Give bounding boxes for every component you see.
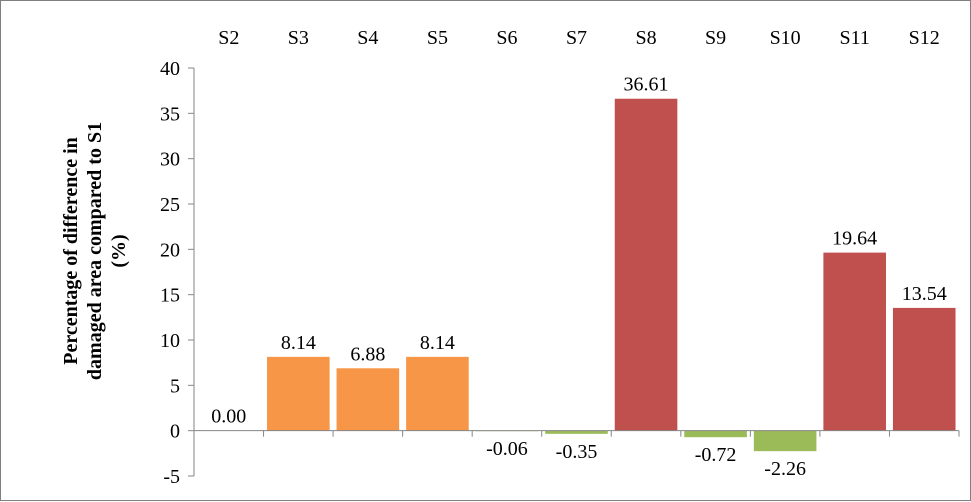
category-label: S6 xyxy=(496,27,517,49)
data-label: -0.72 xyxy=(695,444,737,466)
bar xyxy=(753,430,817,452)
category-label: S2 xyxy=(218,27,239,49)
data-label: -0.35 xyxy=(556,441,598,463)
y-tick-label: 40 xyxy=(160,58,180,80)
data-label: -0.06 xyxy=(486,438,528,460)
bar xyxy=(614,98,678,431)
category-label: S8 xyxy=(635,27,656,49)
category-label: S12 xyxy=(909,27,940,49)
y-tick-label: -5 xyxy=(163,466,180,488)
data-label: -2.26 xyxy=(764,458,806,480)
y-tick-label: 5 xyxy=(170,375,180,397)
y-axis-label: Percentage of difference in damaged area… xyxy=(60,122,130,380)
category-label: S9 xyxy=(705,27,726,49)
y-tick-label: 20 xyxy=(160,239,180,261)
bar xyxy=(545,430,608,434)
y-tick-label: 10 xyxy=(160,330,180,352)
y-axis-label-line-2: damaged area compared to S1 xyxy=(84,122,106,380)
category-label: S4 xyxy=(357,27,378,49)
bar xyxy=(892,307,956,431)
data-label: 19.64 xyxy=(832,228,877,250)
bar xyxy=(336,368,400,431)
x-axis xyxy=(193,430,960,437)
y-tick-label: 25 xyxy=(160,194,180,216)
y-axis-label-line-3: (%) xyxy=(108,234,130,267)
data-label: 36.61 xyxy=(624,74,669,96)
category-label: S3 xyxy=(288,27,309,49)
data-label: 8.14 xyxy=(420,332,455,354)
category-label: S11 xyxy=(839,27,869,49)
y-tick-label: 0 xyxy=(170,421,180,443)
category-labels: S2 S3 S4 S5 S6 S7 S8 S9 S10 S11 S12 xyxy=(218,27,940,49)
bar xyxy=(823,252,886,431)
y-tick-label: 30 xyxy=(160,149,180,171)
category-label: S5 xyxy=(427,27,448,49)
y-axis: -5 0 5 10 15 20 25 30 35 40 xyxy=(160,58,195,488)
y-tick-label: 15 xyxy=(160,285,180,307)
bar xyxy=(267,356,330,431)
data-label: 8.14 xyxy=(281,332,316,354)
category-label: S10 xyxy=(770,27,801,49)
data-label: 6.88 xyxy=(350,343,385,365)
data-label: 0.00 xyxy=(211,406,246,428)
bars xyxy=(267,98,956,452)
bar xyxy=(406,356,469,431)
y-axis-label-line-1: Percentage of difference in xyxy=(60,137,82,365)
data-label: 13.54 xyxy=(902,283,947,305)
category-label: S7 xyxy=(566,27,587,49)
bar xyxy=(684,430,747,438)
y-tick-label: 35 xyxy=(160,103,180,125)
data-labels: 0.00 8.14 6.88 8.14 -0.06 -0.35 36.61 -0.72 -2.2… xyxy=(211,74,946,480)
